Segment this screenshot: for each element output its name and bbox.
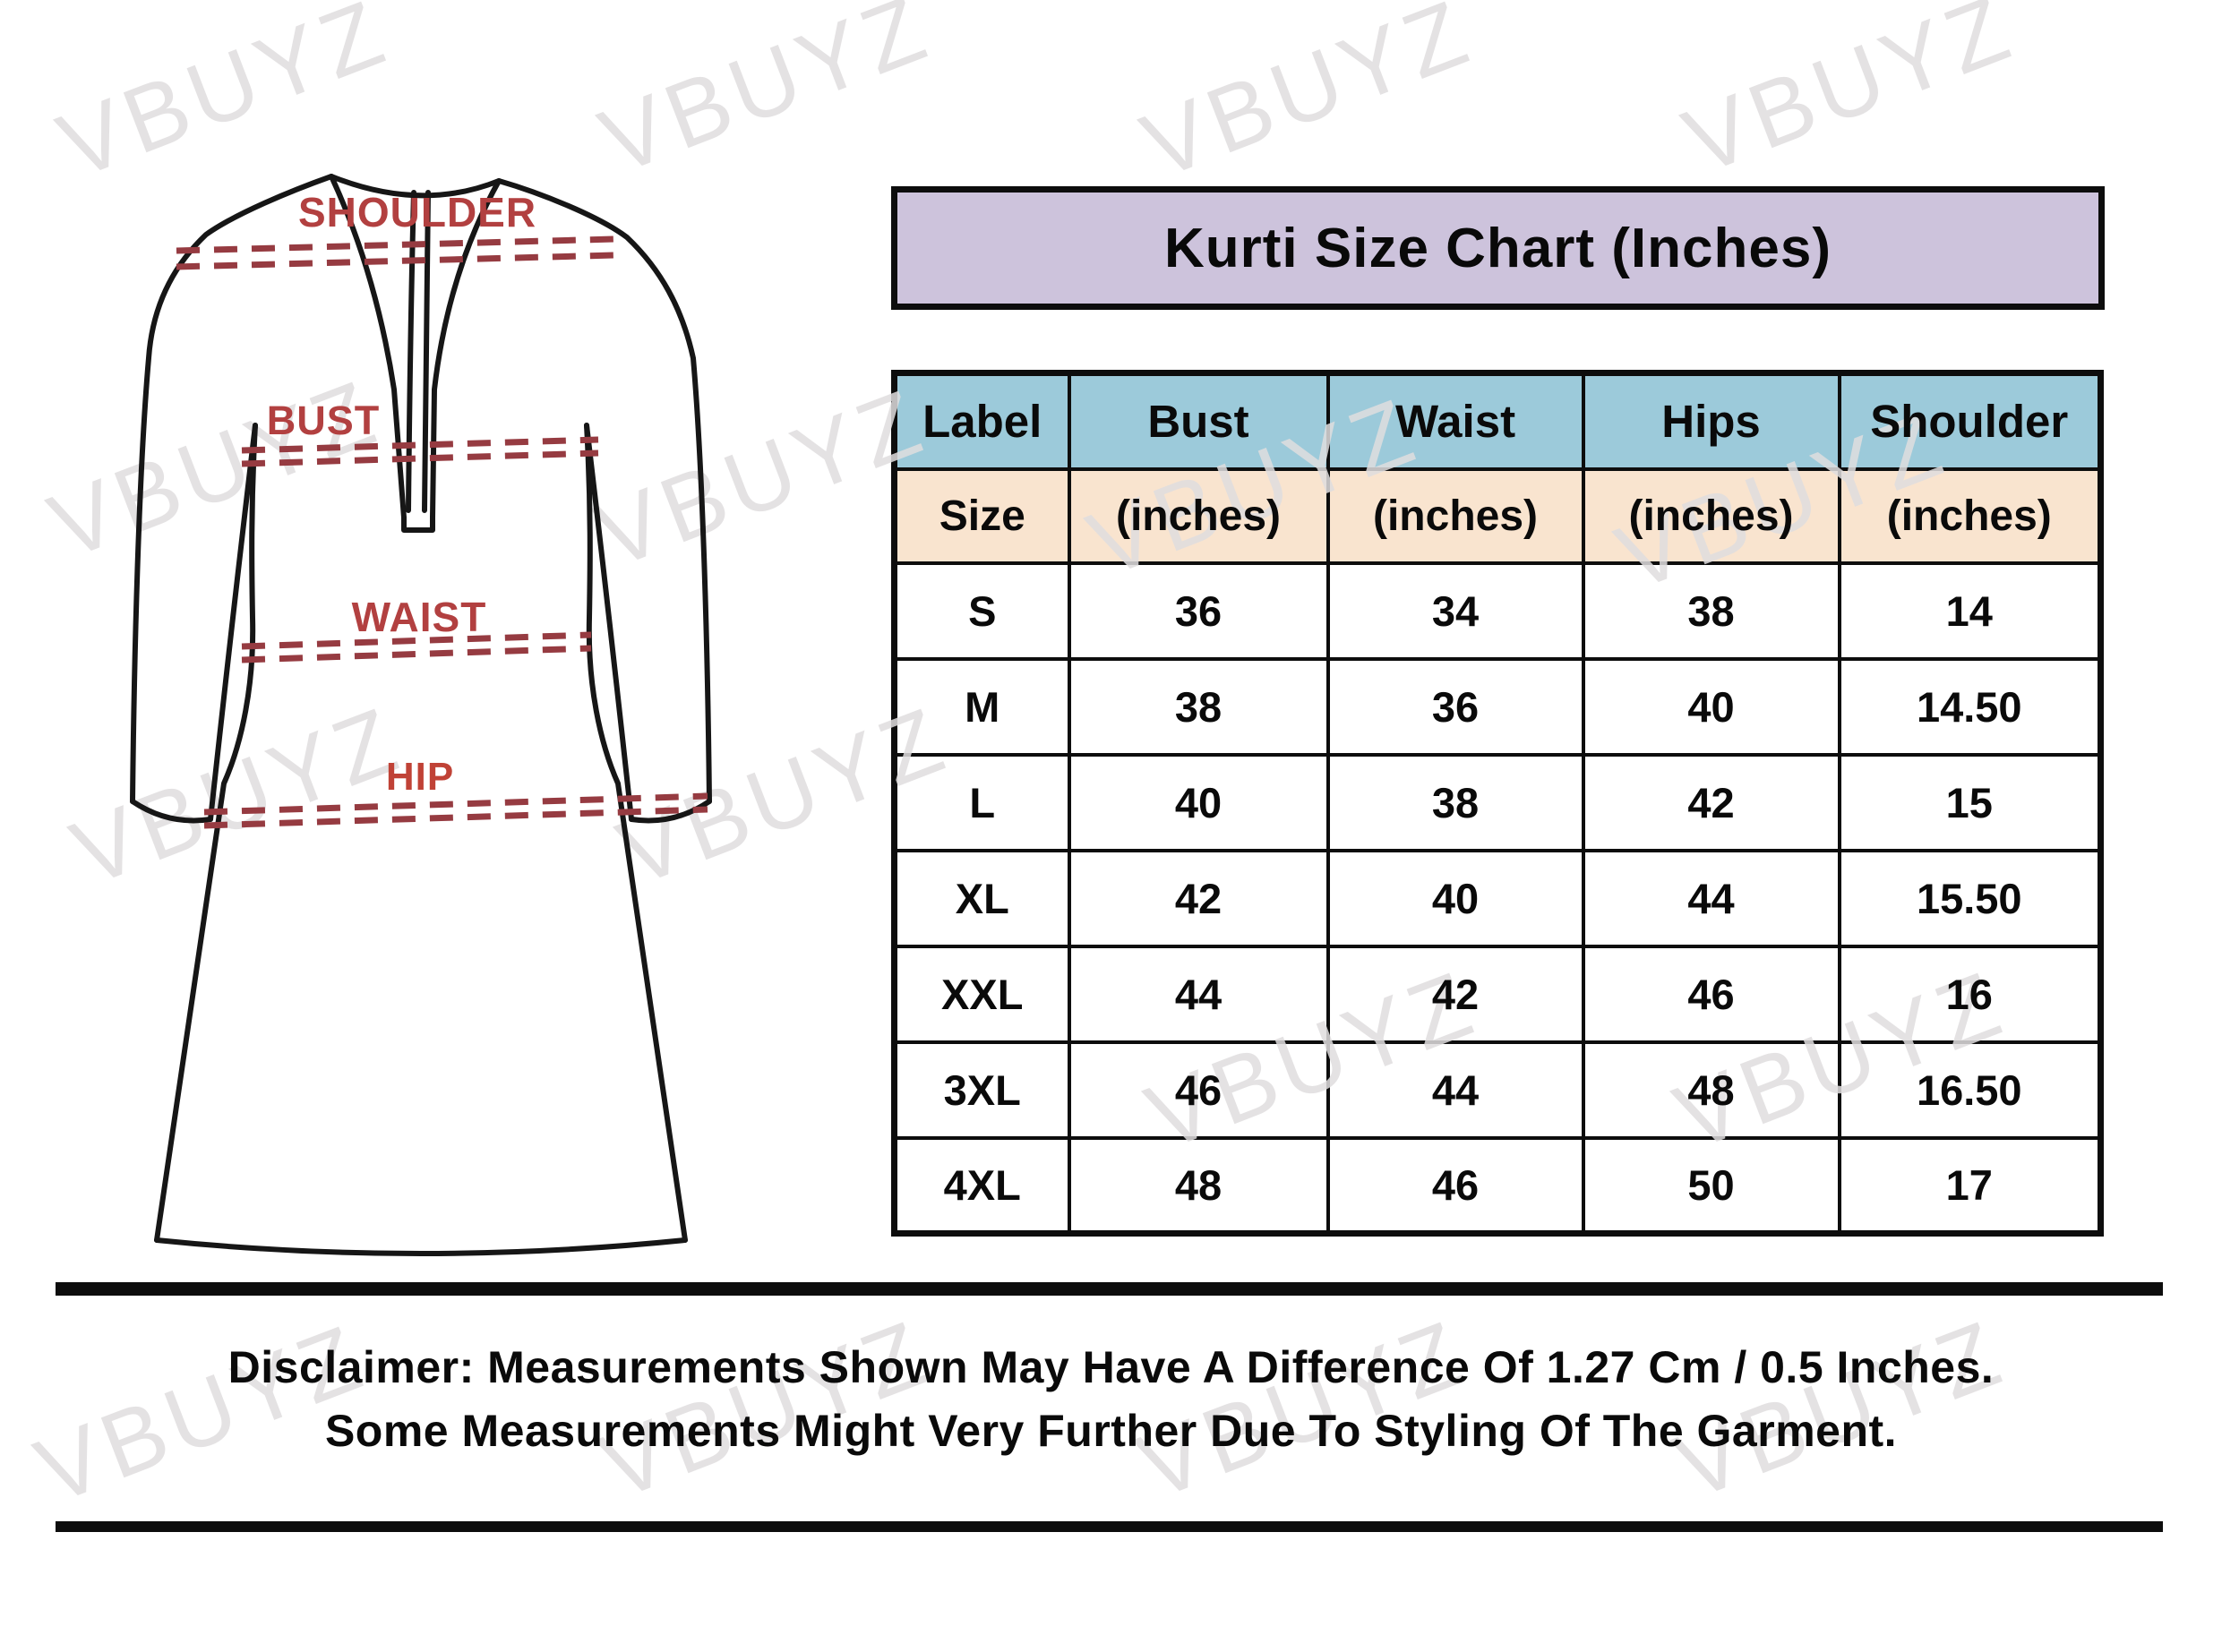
cell-hips: 50 (1581, 1135, 1841, 1236)
cell-hips: 44 (1581, 848, 1841, 948)
measurement-labels: SHOULDER BUST WAIST HIP (267, 189, 536, 799)
subheader-inches: (inches) (1325, 466, 1585, 565)
table-row-l: L 40 38 42 15 (892, 752, 2103, 852)
disclaimer-line-1: Disclaimer: Measurements Shown May Have … (227, 1342, 1995, 1392)
shoulder-dash-line (176, 252, 615, 270)
subheader-inches: (inches) (1837, 466, 2103, 565)
cell-waist: 46 (1325, 1135, 1585, 1236)
cell-waist: 36 (1325, 656, 1585, 757)
cell-size: 4XL (892, 1135, 1071, 1236)
table-row-xxl: XXL 44 42 46 16 (892, 944, 2103, 1044)
bust-label: BUST (267, 398, 381, 443)
table-header-row: Label Bust Waist Hips Shoulder (892, 371, 2103, 471)
watermark: VBUYZ (1128, 0, 1486, 200)
col-header-label: Label (892, 371, 1071, 471)
table-row-s: S 36 34 38 14 (892, 561, 2103, 661)
kurti-diagram: SHOULDER BUST WAIST HIP (130, 174, 712, 1256)
shoulder-label: SHOULDER (298, 189, 536, 235)
waist-dash-line (241, 645, 592, 663)
cell-shoulder: 14.50 (1837, 656, 2103, 757)
cell-shoulder: 14 (1837, 561, 2103, 661)
col-header-bust: Bust (1067, 371, 1330, 471)
cell-shoulder: 15.50 (1837, 848, 2103, 948)
cell-bust: 38 (1067, 656, 1330, 757)
cell-bust: 42 (1067, 848, 1330, 948)
cell-shoulder: 16.50 (1837, 1040, 2103, 1140)
cell-waist: 38 (1325, 752, 1585, 852)
cell-bust: 36 (1067, 561, 1330, 661)
bust-dash-line (241, 449, 599, 467)
size-table: Label Bust Waist Hips Shoulder Size (inc… (891, 370, 2104, 1237)
subheader-inches: (inches) (1067, 466, 1330, 565)
cell-shoulder: 16 (1837, 944, 2103, 1044)
cell-size: XXL (892, 944, 1071, 1044)
page-title: Kurti Size Chart (Inches) (1164, 217, 1832, 279)
cell-waist: 42 (1325, 944, 1585, 1044)
col-header-waist: Waist (1325, 371, 1585, 471)
measurement-dashed-lines (176, 235, 708, 829)
divider-line-bottom (56, 1521, 2163, 1532)
table-subheader-row: Size (inches) (inches) (inches) (inches) (892, 466, 2103, 565)
table-row-4xl: 4XL 48 46 50 17 (892, 1135, 2103, 1236)
cell-hips: 42 (1581, 752, 1841, 852)
hip-label: HIP (386, 755, 454, 799)
col-header-hips: Hips (1581, 371, 1841, 471)
hip-dash-line (203, 792, 708, 816)
cell-bust: 44 (1067, 944, 1330, 1044)
cell-size: 3XL (892, 1040, 1071, 1140)
cell-bust: 48 (1067, 1135, 1330, 1236)
subheader-size: Size (892, 466, 1071, 565)
cell-hips: 46 (1581, 944, 1841, 1044)
cell-waist: 44 (1325, 1040, 1585, 1140)
shoulder-dash-line (176, 235, 615, 254)
bust-dash-line (241, 436, 599, 454)
cell-size: XL (892, 848, 1071, 948)
cell-shoulder: 17 (1837, 1135, 2103, 1236)
cell-waist: 34 (1325, 561, 1585, 661)
title-banner: Kurti Size Chart (Inches) (891, 186, 2105, 310)
col-header-shoulder: Shoulder (1837, 371, 2103, 471)
cell-size: S (892, 561, 1071, 661)
kurti-outline (130, 174, 712, 1256)
divider-line-top (56, 1282, 2163, 1296)
hip-dash-line (203, 806, 708, 829)
table-row-m: M 38 36 40 14.50 (892, 656, 2103, 757)
waist-dash-line (241, 631, 592, 650)
table-row-xl: XL 42 40 44 15.50 (892, 848, 2103, 948)
waist-label: WAIST (352, 594, 487, 640)
subheader-inches: (inches) (1581, 466, 1841, 565)
cell-size: L (892, 752, 1071, 852)
cell-hips: 38 (1581, 561, 1841, 661)
cell-shoulder: 15 (1837, 752, 2103, 852)
cell-size: M (892, 656, 1071, 757)
disclaimer-line-2: Some Measurements Might Very Further Due… (324, 1406, 1898, 1456)
table-row-3xl: 3XL 46 44 48 16.50 (892, 1040, 2103, 1140)
watermark: VBUYZ (1670, 0, 2028, 195)
cell-bust: 46 (1067, 1040, 1330, 1140)
cell-waist: 40 (1325, 848, 1585, 948)
cell-hips: 48 (1581, 1040, 1841, 1140)
cell-bust: 40 (1067, 752, 1330, 852)
cell-hips: 40 (1581, 656, 1841, 757)
disclaimer: Disclaimer: Measurements Shown May Have … (0, 1336, 2222, 1463)
